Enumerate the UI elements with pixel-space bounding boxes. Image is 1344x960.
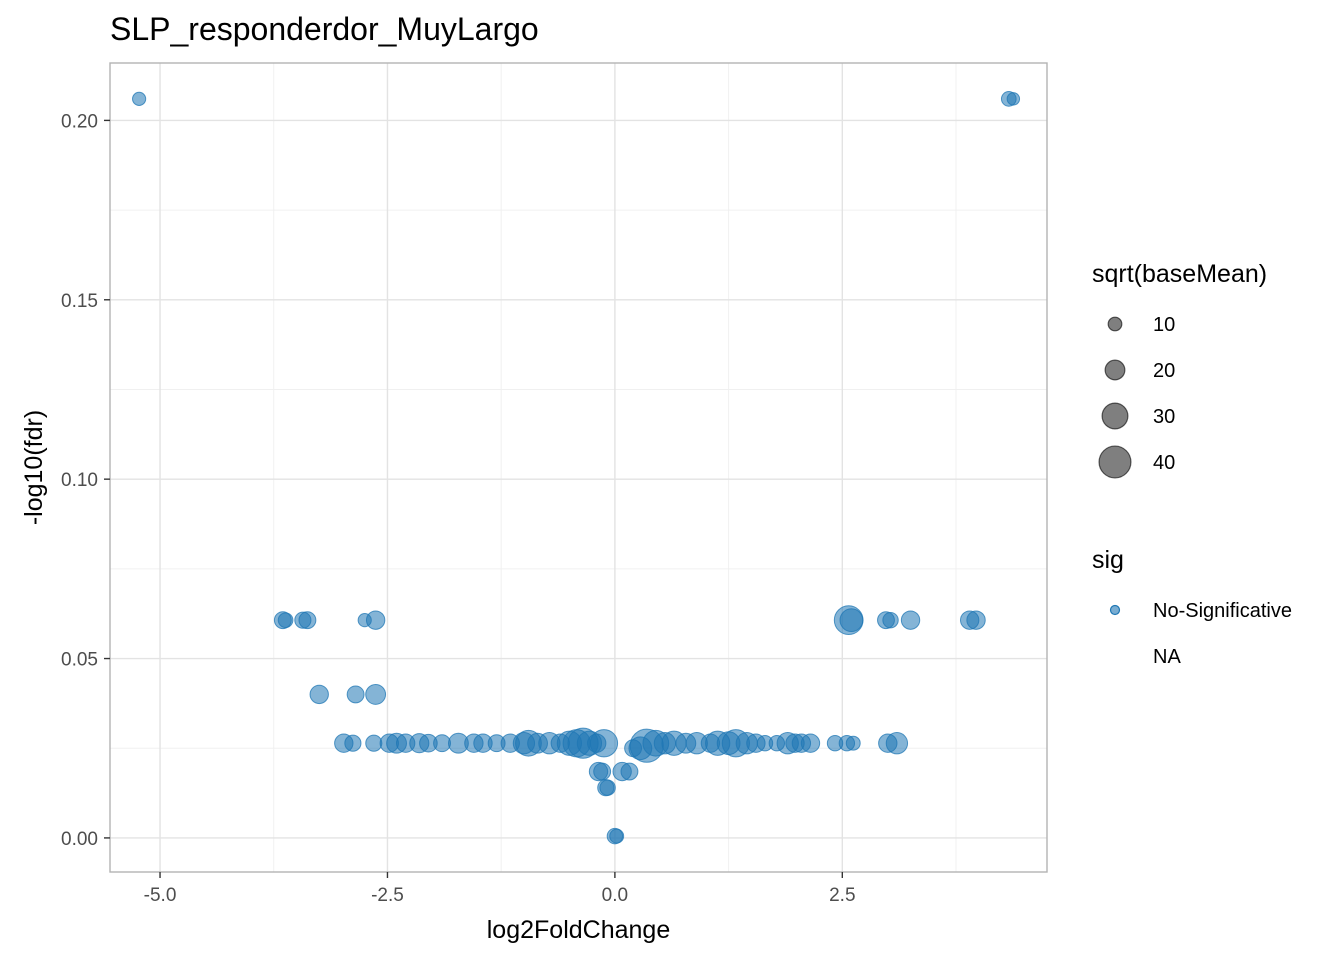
data-point	[882, 611, 899, 629]
data-point	[344, 734, 362, 752]
data-point	[277, 612, 294, 628]
legend-size-label: 40	[1153, 452, 1175, 474]
legend-size-label: 20	[1153, 360, 1175, 382]
data-point	[966, 610, 986, 630]
plot-panel	[109, 62, 1048, 873]
legend-color-key	[1109, 604, 1121, 616]
legend-color-label: No-Significative	[1153, 600, 1292, 622]
data-point	[620, 762, 639, 781]
data-point	[885, 732, 909, 755]
legend-color-items: No-Significative NA	[1109, 600, 1292, 668]
legend-size-title: sqrt(baseMean)	[1092, 260, 1267, 288]
x-tick-label: 0.0	[602, 885, 628, 906]
x-axis: -5.0 -2.5 0.0 2.5	[144, 872, 856, 906]
y-axis: 0.00 0.05 0.10 0.15 0.20	[61, 111, 110, 850]
legend-color-label: NA	[1153, 646, 1181, 668]
x-tick-label: -2.5	[371, 885, 404, 906]
data-point	[839, 608, 864, 633]
y-tick-label: 0.10	[61, 470, 98, 491]
legend-size-key	[1101, 402, 1129, 430]
data-point	[433, 734, 451, 753]
y-tick-label: 0.05	[61, 650, 98, 671]
data-point	[593, 762, 612, 781]
legend-size-label: 30	[1153, 406, 1175, 428]
data-point	[589, 729, 619, 758]
data-point	[365, 610, 386, 630]
x-tick-label: 2.5	[829, 885, 855, 906]
panel-border	[109, 62, 1048, 873]
data-points	[132, 91, 1021, 845]
y-tick-label: 0.20	[61, 111, 98, 132]
chart-title: SLP_responderdor_MuyLargo	[110, 11, 539, 47]
legend-size-key	[1104, 359, 1126, 381]
legend-size-label: 10	[1153, 314, 1175, 336]
legend-size-items: 10 20 30 40	[1098, 314, 1175, 479]
data-point	[1006, 92, 1021, 106]
y-tick-label: 0.15	[61, 291, 98, 312]
data-point	[800, 733, 821, 753]
data-point	[309, 684, 329, 705]
data-point	[132, 91, 147, 106]
x-axis-title: log2FoldChange	[487, 916, 670, 944]
data-point	[900, 610, 921, 630]
legend: sqrt(baseMean) 10 20 30 40 sig No-Significa…	[1092, 260, 1292, 668]
y-tick-label: 0.00	[61, 829, 98, 850]
legend-size-key	[1107, 316, 1123, 332]
data-point	[365, 683, 387, 705]
x-tick-label: -5.0	[144, 885, 177, 906]
data-point	[298, 611, 317, 630]
data-point	[365, 734, 383, 752]
legend-size-key	[1098, 445, 1132, 479]
data-point	[609, 828, 625, 844]
data-point	[599, 779, 616, 796]
legend-color-title: sig	[1092, 546, 1124, 574]
y-axis-title: -log10(fdr)	[20, 410, 48, 525]
data-point	[845, 735, 861, 751]
data-point	[346, 685, 365, 704]
